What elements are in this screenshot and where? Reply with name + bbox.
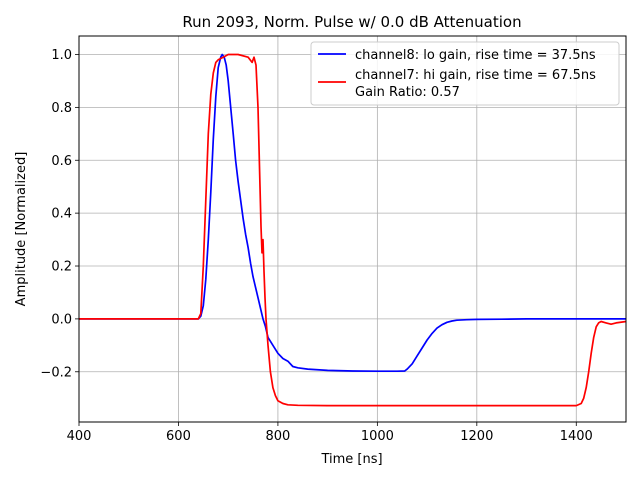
x-tick-label: 400 [67, 429, 92, 444]
y-tick-label: −0.2 [40, 365, 72, 380]
y-tick-label: 0.8 [51, 101, 72, 116]
legend-label-gain-ratio: Gain Ratio: 0.57 [355, 85, 460, 100]
series-line-channel7 [79, 53, 627, 407]
y-tick-label: 1.0 [51, 48, 72, 63]
y-tick-label: 0.0 [51, 312, 72, 327]
plot-frame [78, 35, 627, 423]
x-tick-label: 600 [166, 429, 191, 444]
legend: channel8: lo gain, rise time = 37.5ns ch… [310, 41, 620, 106]
y-tick-label: 0.4 [51, 207, 72, 222]
x-axis: 400 600 800 1000 1200 1400 [67, 422, 593, 444]
x-axis-label: Time [ns] [320, 452, 382, 467]
legend-box [310, 41, 620, 106]
x-tick-label: 800 [265, 429, 290, 444]
legend-label-channel7: channel7: hi gain, rise time = 67.5ns [355, 68, 596, 83]
y-tick-label: 0.2 [51, 260, 72, 275]
legend-label-channel8: channel8: lo gain, rise time = 37.5ns [355, 48, 596, 63]
x-tick-label: 1000 [361, 429, 394, 444]
y-tick-label: 0.6 [51, 154, 72, 169]
series-group [79, 53, 627, 407]
y-axis-label: Amplitude [Normalized] [14, 152, 29, 307]
chart-title: Run 2093, Norm. Pulse w/ 0.0 dB Attenuat… [182, 13, 521, 31]
y-axis: −0.2 0.0 0.2 0.4 0.6 0.8 1.0 [40, 48, 79, 380]
x-tick-label: 1200 [460, 429, 493, 444]
x-tick-label: 1400 [560, 429, 593, 444]
